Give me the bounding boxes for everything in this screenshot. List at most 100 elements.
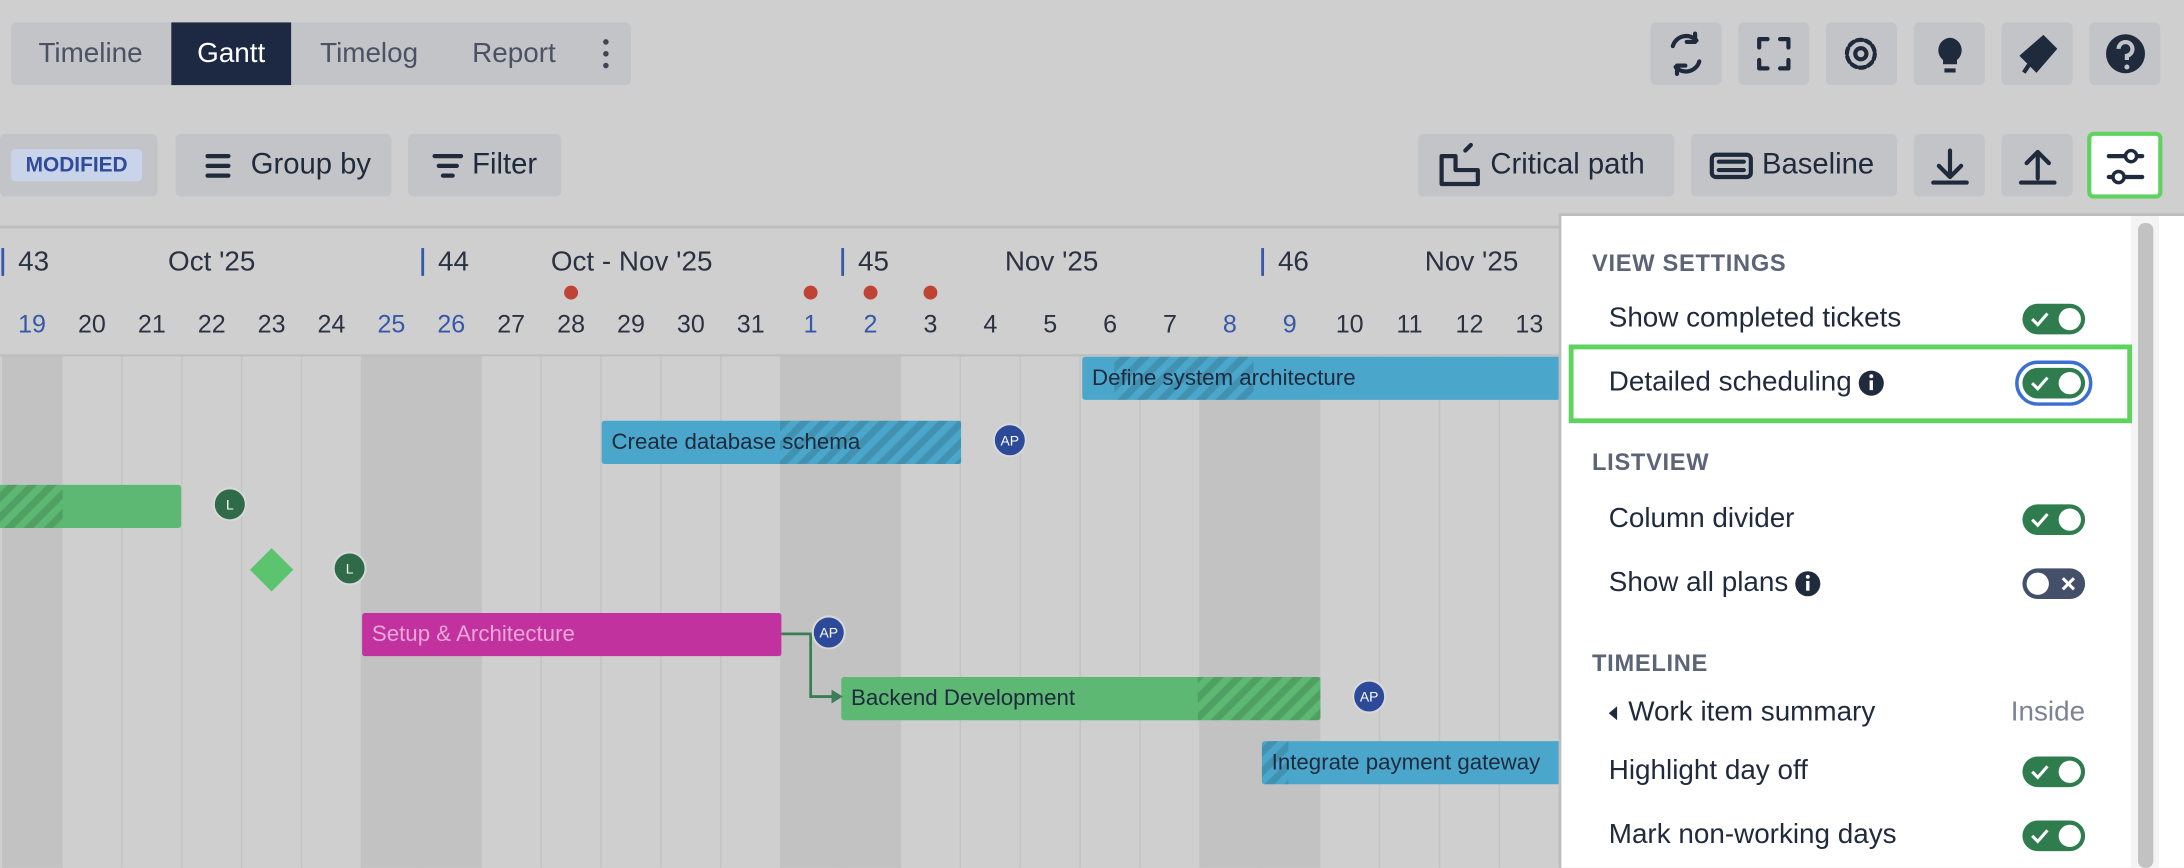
day-label: 29 [617, 311, 645, 339]
day-label: 7 [1163, 311, 1177, 339]
toolbar-button-label: Filter [472, 149, 537, 181]
day-label: 31 [737, 311, 765, 339]
day-label: 26 [437, 311, 465, 339]
toggle-knob [2058, 508, 2081, 531]
toggle-check [2031, 829, 2049, 844]
setting-label: Highlight day off [1609, 754, 1808, 785]
setting-value[interactable]: Inside [2011, 696, 2085, 727]
day-label: 27 [497, 311, 525, 339]
filter-button[interactable] [408, 133, 562, 197]
day-label: 9 [1283, 311, 1297, 339]
setting-label: Mark non-working days [1609, 818, 1897, 849]
week-number: 43 [18, 246, 49, 277]
day-label: 20 [78, 311, 106, 339]
avatar[interactable] [992, 423, 1027, 458]
weekend-column [361, 355, 422, 868]
week-month: Oct '25 [168, 246, 255, 277]
info-icon-dot [1805, 574, 1810, 579]
setting-label: Work item summary [1628, 696, 1875, 727]
group-by-button[interactable] [175, 133, 392, 197]
day-label: 19 [18, 311, 46, 339]
day-label: 24 [318, 311, 346, 339]
day-label: 6 [1103, 311, 1117, 339]
toggle-cross [2061, 577, 2076, 591]
view-settings-button[interactable] [2087, 131, 2163, 199]
weekend-column [1199, 355, 1260, 868]
day-label: 21 [138, 311, 166, 339]
week-month: Nov '25 [1005, 246, 1099, 277]
active-tab [171, 22, 292, 86]
task-bar[interactable] [1261, 741, 1625, 785]
toggle-knob [2058, 824, 2081, 847]
toggle-knob [2058, 307, 2081, 331]
tab[interactable]: Report [472, 37, 556, 68]
day-label: 5 [1043, 311, 1057, 339]
section-title: LISTVIEW [1592, 450, 1709, 476]
dependency-arrow [781, 632, 833, 698]
settings-button[interactable] [1826, 22, 1898, 86]
day-label: 8 [1223, 311, 1237, 339]
day-label: 28 [557, 311, 585, 339]
tab[interactable]: Timelog [320, 37, 418, 68]
toggle-check [2031, 765, 2049, 780]
day-label: 3 [923, 311, 937, 339]
task-label: Integrate payment gateway [1272, 749, 1541, 774]
day-label: 30 [677, 311, 705, 339]
badge [11, 149, 143, 182]
badge-label: MODIFIED [26, 153, 128, 176]
setting-label: Detailed scheduling [1609, 366, 1852, 397]
avatar-initials: AP [819, 625, 838, 641]
critical-path-button[interactable] [1417, 133, 1675, 197]
scrollbar-thumb [2138, 222, 2154, 868]
task-progress-hatch [1114, 356, 1254, 400]
avatar-initials: AP [1360, 689, 1379, 705]
task-label: Define system architecture [1092, 365, 1356, 390]
top-icons [1650, 22, 2161, 86]
week-month: Nov '25 [1425, 246, 1519, 277]
week-number: 44 [438, 246, 469, 277]
focus-ring [2015, 360, 2093, 406]
setting-label: Column divider [1609, 502, 1795, 533]
expand-caret[interactable] [1608, 706, 1618, 721]
setting-label: Show completed tickets [1609, 301, 1902, 332]
settings-panel: VIEW SETTINGS Show completed tickets Detai… [1558, 213, 2184, 868]
toggle-knob [2026, 572, 2049, 595]
week-number: 45 [858, 246, 889, 277]
gantt-area: 43 Oct '25 44 Oct - Nov '25 45 Nov '25 46 Nov '… [0, 225, 1625, 868]
task-progress-hatch [780, 420, 962, 464]
refresh-button[interactable] [1650, 22, 1722, 86]
setting-label: Show all plans [1609, 566, 1789, 597]
more-menu[interactable] [603, 39, 609, 69]
avatar[interactable] [811, 615, 846, 650]
holiday-dot [923, 285, 938, 300]
week-month: Oct - Nov '25 [551, 246, 713, 277]
task-progress-hatch [1197, 677, 1321, 721]
toolbar-button-label: Critical path [1490, 149, 1644, 181]
dependency-arrowhead [831, 689, 843, 704]
fullscreen-button[interactable] [1738, 22, 1810, 86]
avatar[interactable] [212, 487, 247, 522]
section-title: VIEW SETTINGS [1592, 251, 1786, 277]
toggle-knob [2058, 760, 2081, 783]
holiday-dot [863, 285, 878, 300]
task-progress-hatch [0, 484, 63, 529]
task-progress-hatch [1261, 741, 1289, 785]
baseline-button[interactable] [1690, 133, 1898, 197]
tab-group [11, 22, 631, 86]
section-title: TIMELINE [1592, 651, 1708, 677]
tab[interactable]: Timeline [38, 37, 142, 68]
tab[interactable]: Gantt [197, 37, 265, 68]
info-icon-dot [1869, 374, 1874, 379]
avatar[interactable] [1352, 679, 1387, 714]
avatar-initials: AP [1001, 432, 1020, 448]
day-label: 10 [1336, 311, 1364, 339]
day-label: 22 [198, 311, 226, 339]
info-icon-stem [1806, 580, 1810, 591]
day-label: 1 [804, 311, 818, 339]
day-label: 11 [1397, 311, 1423, 339]
day-label: 13 [1515, 311, 1543, 339]
day-label: 25 [377, 311, 405, 339]
task-bar[interactable] [362, 612, 782, 657]
avatar[interactable] [332, 551, 367, 586]
